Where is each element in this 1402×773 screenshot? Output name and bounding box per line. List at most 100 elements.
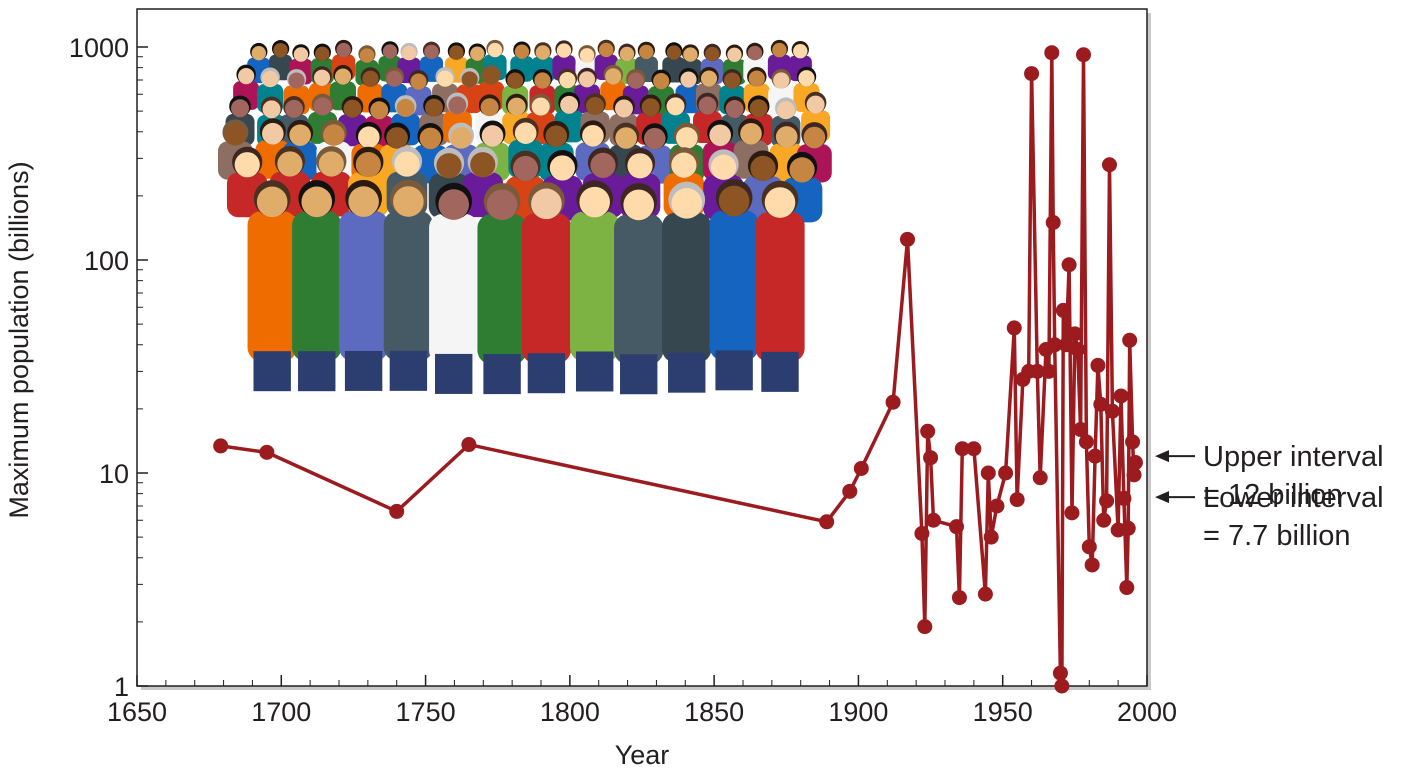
person-head [449,45,464,60]
person-head [653,73,670,90]
person-head [256,186,288,218]
person-head [507,72,524,89]
person-head [582,124,604,147]
person-head [556,43,572,58]
person-head [599,42,614,58]
person-head [764,187,796,218]
person-head [461,71,478,88]
x-tick-label: 1750 [396,697,456,727]
person-head [534,72,551,89]
person-head [277,151,303,177]
data-point [1078,434,1094,450]
person-head [666,45,682,60]
person-head [514,44,530,59]
person-head [623,189,655,221]
person-head [334,68,352,85]
person-head [293,47,309,62]
person-head [710,154,737,180]
annotation-text: Upper interval [1203,441,1384,473]
data-point [1116,490,1132,506]
data-point [1122,332,1138,348]
data-point [925,512,941,528]
person-head [718,185,750,217]
person-body [477,214,527,365]
person-head [318,151,344,177]
person-head [773,72,790,89]
person-head [262,122,284,145]
person-legs [668,352,706,393]
data-point [1070,342,1086,358]
person-head [750,155,776,181]
data-point [1058,337,1074,353]
person-head [740,122,762,145]
data-point [1126,467,1142,483]
x-tick-label: 1650 [107,697,167,727]
person-head [749,99,768,118]
person-legs [620,354,658,395]
data-point [1081,539,1097,555]
person-body [662,212,712,363]
y-tick-label: 1000 [69,33,129,63]
data-point [1090,357,1106,373]
person-head [273,43,288,58]
data-point [1076,47,1092,63]
data-point [914,525,930,541]
person-head [289,124,311,146]
person-head [724,72,741,89]
x-tick-label: 2000 [1117,697,1177,727]
x-tick-label: 1800 [540,697,600,727]
person-head [483,68,500,85]
data-point [1099,493,1115,509]
data-point [1029,363,1045,379]
person-head [772,42,787,58]
data-point [1032,470,1048,486]
person-head [313,69,331,86]
person-head [288,72,305,89]
person-head [700,70,718,87]
data-point [1093,396,1109,412]
person-head [619,46,635,62]
person-head [393,186,424,217]
person-head [362,70,379,87]
data-point [461,437,477,453]
y-axis-title: Maximum population (billions) [4,161,34,518]
data-point [1047,337,1063,353]
person-body [755,211,805,362]
person-head [579,48,595,63]
person-head [671,188,703,219]
person-head [348,186,379,217]
person-head [666,97,685,116]
person-legs [253,351,291,392]
person-head [775,126,798,148]
data-point [998,465,1014,481]
annotation-text: = 7.7 billion [1203,520,1351,552]
data-point [885,394,901,410]
person-head [323,124,345,146]
person-body [570,211,620,362]
x-axis-ticks: 1650 1700 1750 1800 1850 1900 1950 2000 [107,675,1177,727]
data-point [1064,505,1080,521]
person-legs [389,350,428,391]
data-point [259,444,275,460]
person-head [480,98,499,117]
person-head [436,153,462,179]
data-point [1119,580,1135,596]
person-head [370,101,389,120]
person-head [437,70,454,87]
person-body [292,211,342,362]
x-tick-label: 1950 [973,697,1033,727]
data-point [1009,492,1025,508]
person-head [531,188,562,220]
person-head [683,47,698,62]
person-head [448,96,467,115]
person-head [789,157,815,183]
data-point [842,483,858,499]
person-head [234,152,260,178]
y-tick-label: 100 [84,246,129,276]
data-point [966,441,982,457]
person-head [578,71,596,88]
person-head [806,95,825,114]
person-head [627,153,653,179]
annotation-arrow-head [1155,450,1169,463]
person-head [386,127,408,149]
